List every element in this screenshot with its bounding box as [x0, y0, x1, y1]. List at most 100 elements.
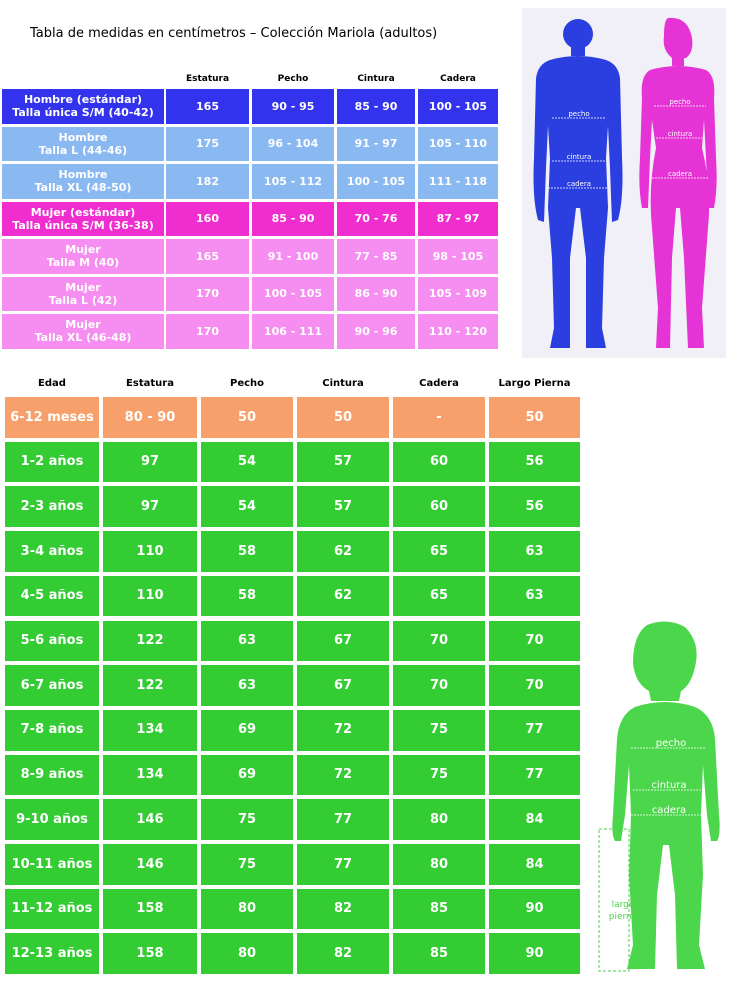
man-hip-label: cadera — [567, 180, 591, 188]
adult-value-cell: 110 - 120 — [418, 314, 498, 349]
adult-table-title: Tabla de medidas en centímetros – Colecc… — [30, 26, 438, 41]
adult-value-cell: 170 — [166, 276, 249, 311]
adult-value-cell: 91 - 97 — [337, 126, 415, 161]
size-name: Talla M (40) — [46, 256, 120, 270]
kids-value-cell: 134 — [103, 754, 197, 796]
kids-value-cell: 50 — [297, 397, 389, 438]
man-chest-label: pecho — [568, 110, 589, 118]
kids-value-cell: 50 — [201, 397, 293, 438]
kids-value-cell: 82 — [297, 888, 389, 930]
adult-size-label: Mujer Talla XL (46-48) — [2, 314, 164, 349]
kids-value-cell: 110 — [103, 575, 197, 617]
size-group: Mujer — [65, 243, 101, 257]
child-leg-label-1: largo — [612, 900, 635, 910]
child-measure-lines — [631, 747, 705, 816]
kids-value-cell: 70 — [393, 620, 485, 662]
woman-measure-lines — [652, 105, 708, 179]
kids-value-cell: 84 — [489, 799, 580, 840]
kids-value-cell: 63 — [201, 620, 293, 662]
kids-age-cell: 5-6 años — [5, 620, 99, 662]
kids-age-cell: 11-12 años — [5, 888, 99, 930]
kids-value-cell: 90 — [489, 888, 580, 930]
child-leg-label-2: pierna — [609, 912, 638, 922]
size-group: Mujer (estándar) — [30, 205, 136, 219]
adult-value-cell: 98 - 105 — [418, 239, 498, 274]
adult-value-cell: 170 — [166, 314, 249, 349]
adult-value-cell: 85 - 90 — [337, 89, 415, 124]
size-name: Talla L (44-46) — [38, 143, 128, 157]
kids-age-cell: 4-5 años — [5, 575, 99, 617]
kids-value-cell: 77 — [489, 709, 580, 751]
kids-age-cell: 1-2 años — [5, 441, 99, 483]
kids-header-cell: Edad — [38, 378, 66, 389]
woman-chest-label: pecho — [669, 98, 690, 106]
adult-value-cell: 70 - 76 — [337, 201, 415, 236]
kids-value-cell: 77 — [489, 754, 580, 796]
kids-value-cell: 75 — [393, 709, 485, 751]
adult-figures: pecho cintura cadera pecho cintura cader… — [522, 8, 726, 358]
kids-value-cell: 80 — [393, 844, 485, 885]
kids-value-cell: 77 — [297, 844, 389, 885]
kids-value-cell: 80 — [393, 799, 485, 840]
leg-length-guide — [598, 828, 630, 972]
kids-value-cell: 82 — [297, 933, 389, 975]
kids-value-cell: 70 — [489, 620, 580, 662]
kids-header-cell: Estatura — [126, 378, 174, 389]
size-name: Talla XL (46-48) — [34, 331, 132, 345]
kids-value-cell: 67 — [297, 665, 389, 706]
kids-age-cell: 9-10 años — [5, 799, 99, 840]
kids-value-cell: 70 — [393, 665, 485, 706]
adult-value-cell: 175 — [166, 126, 249, 161]
size-group: Hombre — [58, 168, 108, 182]
adult-size-label: Mujer Talla M (40) — [2, 239, 164, 274]
adult-size-label: Hombre (estándar) Talla única S/M (40-42) — [2, 89, 164, 124]
adult-value-cell: 165 — [166, 239, 249, 274]
adult-size-table: Estatura Pecho Cintura Cadera Hombre (estánd… — [0, 0, 510, 360]
size-name: Talla única S/M (40-42) — [12, 106, 154, 120]
kids-value-cell: 65 — [393, 575, 485, 617]
adult-value-cell: 100 - 105 — [418, 89, 498, 124]
child-waist-label: cintura — [651, 780, 686, 791]
size-group: Mujer — [65, 318, 101, 332]
kids-value-cell: 84 — [489, 844, 580, 885]
kids-value-cell: 97 — [103, 486, 197, 528]
kids-age-cell: 10-11 años — [5, 844, 99, 885]
kids-value-cell: 85 — [393, 888, 485, 930]
man-waist-label: cintura — [567, 153, 592, 161]
kids-age-cell: 12-13 años — [5, 933, 99, 975]
size-name: Talla única S/M (36-38) — [12, 218, 154, 232]
size-name: Talla XL (48-50) — [34, 181, 132, 195]
adult-value-cell: 106 - 111 — [252, 314, 334, 349]
kids-value-cell: 54 — [201, 441, 293, 483]
adult-value-cell: 90 - 95 — [252, 89, 334, 124]
kids-age-cell: 6-12 meses — [5, 397, 99, 438]
kids-header-cell: Pecho — [229, 378, 265, 389]
adult-value-cell: 182 — [166, 164, 249, 199]
kids-age-cell: 7-8 años — [5, 709, 99, 751]
adult-value-cell: 105 - 110 — [418, 126, 498, 161]
kids-value-cell: 85 — [393, 933, 485, 975]
adult-value-cell: 85 - 90 — [252, 201, 334, 236]
child-silhouette-icon — [612, 621, 720, 969]
kids-value-cell: 60 — [393, 486, 485, 528]
adult-header-cell: Cintura — [357, 74, 395, 84]
woman-waist-label: cintura — [668, 130, 693, 138]
size-group: Mujer — [65, 280, 101, 294]
size-group: Hombre (estándar) — [23, 93, 143, 107]
adult-header-cell: Estatura — [185, 74, 230, 84]
adult-value-cell: 105 - 112 — [252, 164, 334, 199]
adult-size-label: Mujer Talla L (42) — [2, 276, 164, 311]
kids-value-cell: 80 - 90 — [103, 397, 197, 438]
kids-value-cell: 50 — [489, 397, 580, 438]
adult-value-cell: 100 - 105 — [337, 164, 415, 199]
woman-hip-label: cadera — [668, 170, 692, 178]
kids-value-cell: 65 — [393, 531, 485, 572]
kids-value-cell: 67 — [297, 620, 389, 662]
kids-value-cell: - — [393, 397, 485, 438]
adult-value-cell: 111 - 118 — [418, 164, 498, 199]
kids-value-cell: 158 — [103, 888, 197, 930]
adult-value-cell: 100 - 105 — [252, 276, 334, 311]
kids-value-cell: 122 — [103, 665, 197, 706]
kids-value-cell: 97 — [103, 441, 197, 483]
kids-header-cell: Largo Pierna — [498, 378, 571, 389]
